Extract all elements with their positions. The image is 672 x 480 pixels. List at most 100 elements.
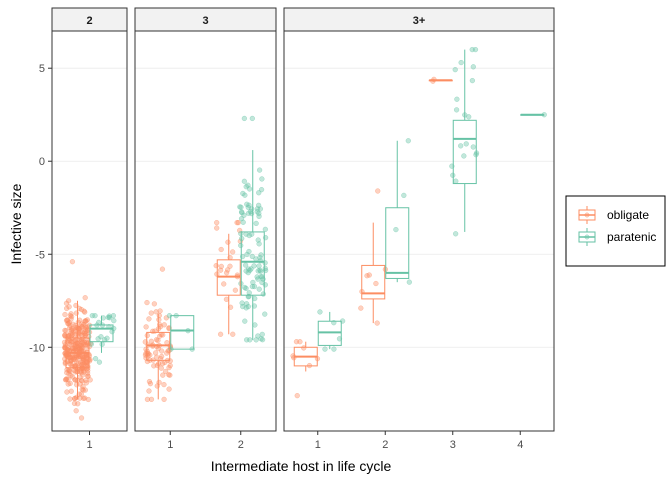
data-point: [262, 265, 268, 272]
data-point: [234, 219, 240, 226]
facet-strip: [134, 7, 277, 32]
data-point: [242, 318, 248, 324]
data-point: [81, 365, 87, 372]
data-point: [405, 138, 411, 144]
data-point: [232, 287, 239, 293]
data-point: [229, 249, 236, 255]
facet-strip-label: 3: [202, 15, 208, 27]
data-point: [238, 242, 244, 249]
data-point: [63, 317, 70, 324]
data-point: [167, 362, 173, 369]
data-point: [146, 388, 152, 394]
data-point: [241, 178, 248, 184]
y-axis-title: Infective size: [8, 183, 24, 264]
data-point: [254, 206, 261, 212]
x-axis: 1 1 2 1 2 3 4: [86, 431, 523, 451]
data-point: [258, 252, 264, 258]
data-point: [153, 337, 160, 343]
data-point: [66, 367, 73, 373]
panel-frame: [283, 30, 555, 432]
data-point: [237, 204, 243, 210]
data-point: [246, 248, 252, 255]
data-point: [294, 393, 300, 399]
data-point: [253, 220, 259, 227]
data-point: [72, 341, 79, 348]
data-point: [224, 267, 231, 273]
data-point: [96, 359, 103, 365]
data-point: [235, 219, 241, 226]
data-point: [62, 311, 68, 318]
y-axis: -10 -5 0 5: [29, 63, 52, 354]
facet-strip: [51, 7, 128, 32]
data-point: [111, 318, 117, 324]
data-point: [86, 358, 93, 364]
data-point: [78, 306, 85, 313]
data-point: [80, 372, 86, 378]
data-point: [406, 279, 413, 285]
data-point: [98, 334, 104, 340]
data-point: [78, 338, 85, 345]
data-point: [336, 336, 343, 342]
data-point: [251, 283, 258, 290]
data-point: [358, 305, 364, 311]
data-point: [83, 380, 90, 386]
data-point: [256, 167, 263, 173]
data-point: [218, 246, 224, 253]
facet-strips: 2 3 3+: [51, 7, 555, 32]
data-point: [453, 107, 460, 113]
data-point: [78, 415, 85, 421]
data-point: [373, 280, 379, 287]
data-point: [241, 212, 247, 218]
data-point: [109, 329, 115, 335]
data-point: [242, 192, 248, 198]
data-point: [99, 341, 105, 348]
data-point: [262, 282, 269, 288]
data-point: [401, 192, 407, 199]
data-point: [213, 263, 219, 269]
y-tick-label: -10: [29, 342, 45, 354]
panel-frame: [134, 30, 277, 432]
data-point: [156, 379, 162, 386]
data-point: [77, 368, 83, 375]
data-point: [150, 328, 156, 334]
facet-strip: [283, 7, 555, 32]
data-point: [144, 299, 150, 306]
data-point: [243, 268, 249, 274]
data-point: [152, 350, 159, 356]
legend-box: [565, 195, 666, 267]
x-tick-label: 1: [167, 439, 173, 451]
data-point: [227, 263, 233, 269]
data-point: [166, 386, 172, 392]
data-point: [472, 46, 479, 53]
box-body: [89, 324, 114, 343]
box-body: [452, 119, 477, 185]
data-point: [146, 378, 153, 385]
facet-strip-label: 3+: [413, 15, 426, 27]
data-point: [366, 272, 372, 278]
data-point: [73, 310, 80, 316]
data-point: [256, 286, 262, 292]
data-point: [470, 64, 476, 70]
data-point: [249, 253, 255, 260]
data-point: [241, 115, 248, 122]
data-point: [453, 231, 459, 237]
data-point: [240, 303, 246, 310]
data-point: [255, 276, 261, 282]
data-point: [260, 291, 266, 297]
data-point: [163, 368, 169, 375]
data-point: [89, 313, 95, 319]
data-point: [161, 322, 167, 328]
data-point: [144, 396, 151, 403]
data-point: [161, 381, 167, 388]
data-point: [256, 241, 262, 247]
data-point: [249, 115, 255, 122]
box-body: [361, 264, 386, 300]
data-point: [217, 267, 224, 273]
y-tick-label: -5: [35, 249, 45, 261]
data-point: [63, 300, 70, 306]
data-point: [73, 408, 79, 414]
data-point: [74, 340, 80, 346]
data-point: [331, 346, 337, 352]
data-point: [70, 326, 76, 332]
